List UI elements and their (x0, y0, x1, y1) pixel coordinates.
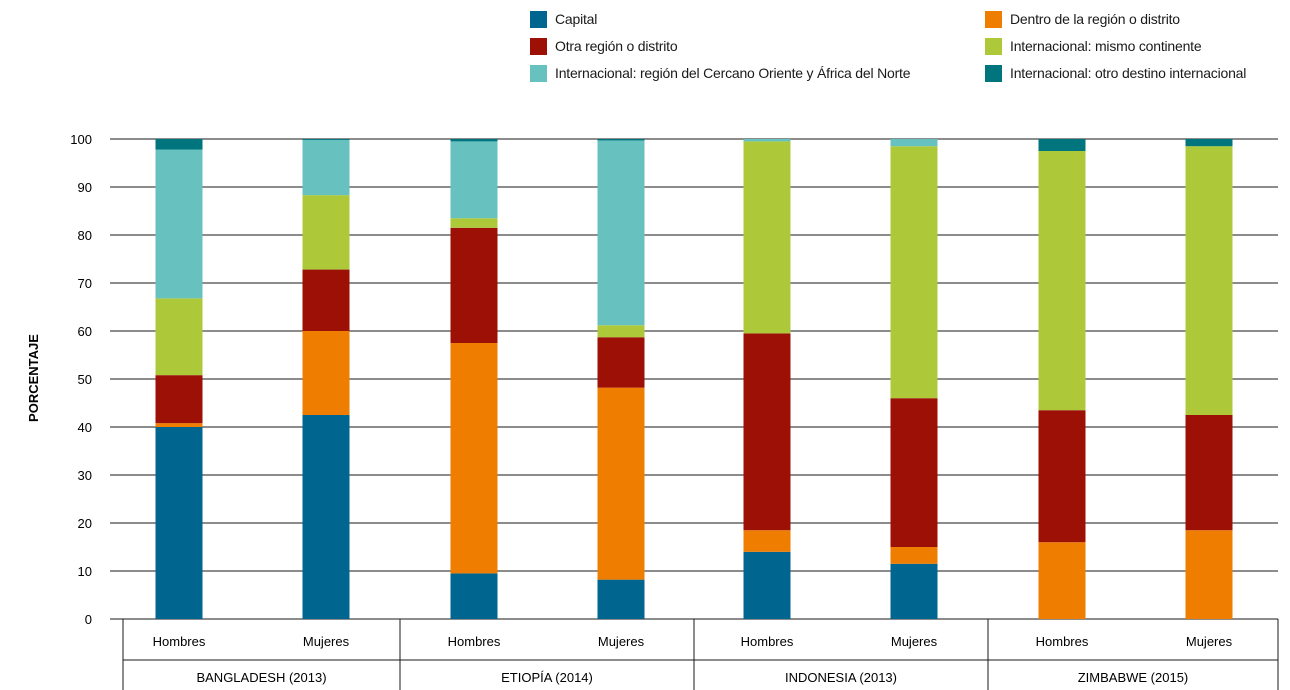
bar-segment (1038, 151, 1086, 411)
bar-segment (302, 331, 350, 415)
legend-label: Internacional: otro destino internaciona… (1010, 65, 1247, 81)
legend-item-otra-region: Otra región o distrito (530, 35, 678, 57)
gridlines (110, 138, 1278, 620)
legend-swatch (985, 10, 1002, 28)
bar-segment (450, 227, 498, 343)
bar-segment (1185, 530, 1233, 619)
bar-segment (597, 325, 645, 338)
legend-label: Internacional: mismo continente (1010, 38, 1202, 54)
bar-segment (155, 423, 203, 427)
bar-segment (743, 139, 791, 142)
group-label: ETIOPÍA (2014) (501, 670, 593, 685)
y-tick-label: 20 (78, 516, 92, 531)
y-tick-label: 10 (78, 564, 92, 579)
y-tick-label: 60 (78, 324, 92, 339)
bar-segment (597, 337, 645, 388)
bar-segment (890, 563, 938, 619)
bar-segment (743, 333, 791, 531)
bar-segment (890, 398, 938, 547)
bar-segment (155, 298, 203, 376)
bar-segment (450, 139, 498, 142)
legend-label: Capital (555, 11, 598, 27)
bar-segment (155, 149, 203, 299)
bar-segment (597, 579, 645, 619)
bar-segment (743, 530, 791, 552)
bar-segment (155, 427, 203, 619)
bars (155, 139, 1233, 619)
y-tick-label: 40 (78, 420, 92, 435)
y-tick-label: 50 (78, 372, 92, 387)
bar-segment (450, 573, 498, 619)
bar-segment (597, 387, 645, 580)
bar-segment (450, 141, 498, 219)
bar-segment (302, 269, 350, 331)
bar-segment (1185, 146, 1233, 415)
x-tick-label: Mujeres (891, 634, 938, 649)
legend-swatch (530, 37, 547, 55)
bar-segment (1038, 542, 1086, 619)
bar-segment (597, 139, 645, 141)
axes: 0 10 20 30 40 50 60 70 80 90 100 Hombres Mujeres Homb… (70, 132, 1279, 690)
bar-segment (890, 146, 938, 399)
bar-segment (890, 547, 938, 564)
bar-segment (1185, 139, 1233, 147)
bar-segment (302, 195, 350, 270)
y-tick-label: 80 (78, 228, 92, 243)
y-tick-label: 0 (85, 612, 92, 627)
group-label: BANGLADESH (2013) (196, 670, 326, 685)
x-tick-label: Hombres (741, 634, 794, 649)
legend-swatch (530, 10, 547, 28)
x-tick-label: Mujeres (303, 634, 350, 649)
legend-item-capital: Capital (530, 8, 597, 30)
legend-item-dentro-region: Dentro de la región o distrito (985, 8, 1180, 30)
legend-label: Otra región o distrito (555, 38, 678, 54)
legend-swatch (530, 64, 547, 82)
bar-segment (1185, 415, 1233, 531)
x-tick-label: Hombres (448, 634, 501, 649)
y-tick-label: 100 (70, 132, 92, 147)
legend-swatch (985, 64, 1002, 82)
x-tick-label: Hombres (1036, 634, 1089, 649)
legend-item-mismo-continente: Internacional: mismo continente (985, 35, 1202, 57)
y-tick-label: 70 (78, 276, 92, 291)
bar-segment (743, 141, 791, 334)
bar-segment (597, 140, 645, 326)
legend-item-otro-destino: Internacional: otro destino internaciona… (985, 62, 1246, 84)
y-tick-label: 30 (78, 468, 92, 483)
x-tick-label: Mujeres (598, 634, 645, 649)
group-label: INDONESIA (2013) (785, 670, 897, 685)
legend-item-cercano-oriente: Internacional: región del Cercano Orient… (530, 62, 911, 84)
bar-segment (302, 139, 350, 196)
group-label: ZIMBABWE (2015) (1078, 670, 1189, 685)
chart-legend: Capital Dentro de la región o distrito O… (530, 8, 1290, 92)
y-axis-label: PORCENTAJE (26, 334, 41, 422)
bar-segment (890, 139, 938, 147)
bar-segment (155, 375, 203, 424)
bar-segment (1038, 410, 1086, 543)
bar-segment (302, 139, 350, 140)
bar-segment (155, 139, 203, 150)
bar-segment (1038, 139, 1086, 151)
bar-segment (450, 343, 498, 574)
x-tick-label: Mujeres (1186, 634, 1233, 649)
legend-label: Dentro de la región o distrito (1010, 11, 1180, 27)
bar-segment (743, 551, 791, 619)
legend-label: Internacional: región del Cercano Orient… (555, 65, 911, 81)
legend-swatch (985, 37, 1002, 55)
bar-segment (450, 218, 498, 228)
y-tick-label: 90 (78, 180, 92, 195)
bar-segment (302, 415, 350, 619)
x-tick-label: Hombres (153, 634, 206, 649)
